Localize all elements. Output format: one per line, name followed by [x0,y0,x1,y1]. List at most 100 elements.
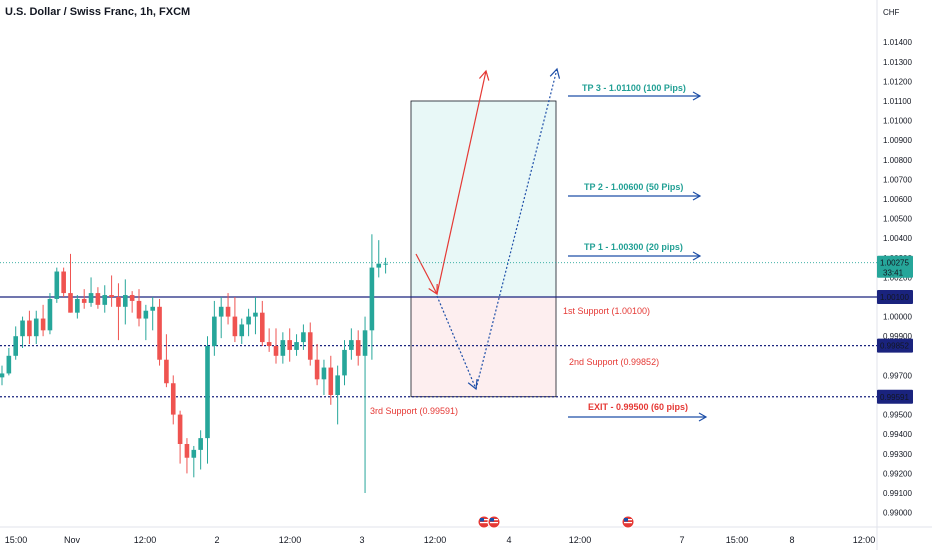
candle-body [88,293,94,303]
candle-body [246,316,251,325]
candle-body [157,306,162,360]
x-axis-ticks: 15:00 Nov 12:00 2 12:00 3 12:00 4 12:00 7 15:00 8 12… [5,535,876,545]
candle-body [239,324,245,337]
candle-body [362,330,368,356]
y-tick-label: 1.01100 [883,97,912,106]
candle-body [109,295,114,297]
current-price-tag: 1.00275 33:41 [877,255,913,278]
countdown-value: 33:41 [883,269,904,278]
candle-body [287,340,292,350]
y-tick-label: 1.01200 [883,77,912,86]
candle-body [314,359,320,380]
candle-body [123,295,128,307]
candle-body [301,332,306,343]
annotation-arrowhead [692,251,702,261]
candle-body [27,320,32,337]
candle-body [6,355,12,374]
annotation-arrowhead [692,191,702,201]
red-projection-segment [415,253,438,295]
y-tick-label: 0.99200 [883,469,912,478]
candle-body [294,342,299,350]
us-flag-icon[interactable] [621,515,635,529]
candle-body [61,271,66,294]
y-tick-label: 0.99400 [883,430,912,439]
event-flags[interactable] [477,515,635,529]
y-tick-label: 1.01300 [883,58,912,67]
candle-body [266,342,272,346]
level-price-tag [877,290,913,304]
red-projection-segment [436,70,487,295]
y-axis-ticks: 1.01400 1.01300 1.01200 1.01100 1.01000 1.009… [883,38,912,517]
candle-body [369,267,375,331]
candle-body [232,316,238,337]
candle-body [150,306,155,311]
candle-body [95,293,101,305]
candles [0,234,388,493]
x-tick-label: 15:00 [726,535,749,545]
y-tick-label: 1.00700 [883,175,912,184]
candle-body [260,312,265,343]
annotations: TP 3 - 1.01100 (100 Pips) TP 2 - 1.00600… [370,83,688,416]
candle-body [170,383,176,415]
candle-body [116,297,121,307]
y-tick-label: 0.99700 [883,371,912,380]
level-price-tag [877,389,913,404]
candle-body [143,310,149,319]
support-levels [0,296,877,398]
level-price-tag-label: 1.00100 [880,293,909,302]
annotation-arrows [568,91,708,422]
candle-body [225,306,231,317]
candle-body [355,340,361,356]
level-price-tag [877,338,913,353]
exit-label: EXIT - 0.99500 (60 pips) [588,402,688,412]
tp2-label: TP 2 - 1.00600 (50 Pips) [584,182,683,192]
y-tick-label: 1.00500 [883,215,912,224]
blue-arrowhead [549,67,561,79]
candle-body [218,306,224,317]
candle-body [205,346,210,439]
x-tick-label: 15:00 [5,535,28,545]
candle-body [349,340,354,350]
candle-body [177,414,183,444]
x-tick-label: 12:00 [424,535,447,545]
y-tick-label: 1.00400 [883,234,912,243]
candle-body [54,271,60,299]
y-tick-label: 1.00600 [883,195,912,204]
chart-title: U.S. Dollar / Swiss Franc, 1h, FXCM [5,6,190,18]
support1-label: 1st Support (1.00100) [563,306,650,316]
profit-zone[interactable] [411,101,556,297]
price-tags: 1.00100 0.99852 0.99591 [877,290,913,404]
candle-body [212,316,217,346]
annotation-arrowhead [698,412,708,422]
y-tick-label: 0.99000 [883,509,912,518]
candle-body [273,346,279,356]
y-tick-label: 1.01400 [883,38,912,47]
y-tick-label: 1.00200 [883,273,912,282]
x-tick-label: 7 [679,535,684,545]
candle-body [198,438,203,450]
candle-body [136,300,142,319]
tp3-label: TP 3 - 1.01100 (100 Pips) [582,83,686,93]
x-tick-label: 3 [359,535,364,545]
candle-body [20,320,25,337]
candle-body [383,263,388,265]
candle-body [0,373,5,378]
candle-body [191,449,197,458]
x-tick-label: Nov [64,535,81,545]
blue-projection-segment [436,295,477,390]
candle-body [33,318,39,337]
support2-label: 2nd Support (0.99852) [569,357,659,367]
level-price-tag-label: 0.99591 [880,393,909,402]
candle-body [164,359,169,384]
candle-body [47,298,53,331]
projection-arrows [415,67,561,391]
annotation-arrowhead [692,91,702,101]
candle-body [13,336,18,356]
y-tick-label: 0.99300 [883,450,912,459]
support3-label: 3rd Support (0.99591) [370,406,458,416]
y-tick-label: 0.99500 [883,411,912,420]
us-flag-icon[interactable] [487,515,501,529]
candle-body [307,332,313,360]
loss-zone[interactable] [411,297,556,397]
